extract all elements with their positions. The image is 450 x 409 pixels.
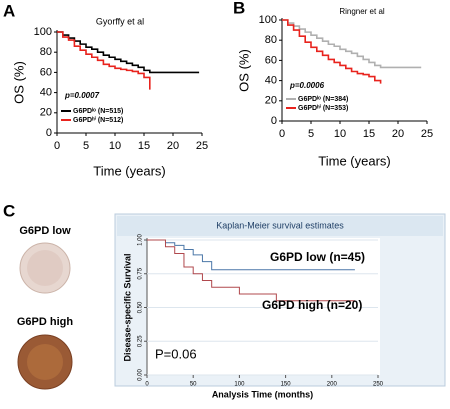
panel-label: C xyxy=(3,201,15,220)
y-tick-label: 80 xyxy=(265,34,277,46)
y-tick-label: 100 xyxy=(34,26,52,38)
x-tick-label: 0 xyxy=(54,140,60,152)
chart-title: Gyorffy et al xyxy=(96,16,144,26)
survival-curve xyxy=(57,31,200,74)
y-tick-label: 40 xyxy=(40,87,52,99)
survival-curve xyxy=(57,31,151,90)
y-tick-label: 0.50 xyxy=(138,301,144,313)
x-tick-label: 5 xyxy=(308,128,314,140)
survival-curve xyxy=(282,19,382,84)
panel-label: A xyxy=(3,1,15,20)
legend-label: G6PDʰⁱ (N=512) xyxy=(73,115,123,124)
panel-label: B xyxy=(233,0,245,17)
legend-label: G6PDʰⁱ (N=353) xyxy=(298,103,348,112)
x-tick-label: 20 xyxy=(392,128,404,140)
curve-label: G6PD high (n=20) xyxy=(262,298,362,312)
x-axis-label: Analysis Time (months) xyxy=(212,389,313,399)
p-value: p=0.0007 xyxy=(64,91,100,100)
y-tick-label: 0.75 xyxy=(138,267,144,279)
x-tick-label: 200 xyxy=(327,382,338,388)
legend-label: G6PDˡᵒ (N=384) xyxy=(298,96,348,103)
chart-title: Ringner et al xyxy=(339,7,385,16)
y-axis-label: OS (%) xyxy=(236,49,251,92)
x-tick-label: 10 xyxy=(334,128,346,140)
chart-title: Kaplan-Meier survival estimates xyxy=(216,220,344,230)
y-tick-label: 80 xyxy=(40,46,52,58)
y-tick-label: 60 xyxy=(265,54,277,66)
title-band xyxy=(117,216,443,236)
image-label: G6PD high xyxy=(17,316,74,328)
x-tick-label: 0 xyxy=(279,128,285,140)
y-tick-label: 0.00 xyxy=(138,369,144,381)
y-tick-label: 20 xyxy=(265,95,277,107)
y-tick-label: 60 xyxy=(40,66,52,78)
x-tick-label: 15 xyxy=(363,128,375,140)
p-value: P=0.06 xyxy=(155,346,197,361)
x-tick-label: 250 xyxy=(373,382,384,388)
survival-curve xyxy=(282,19,422,69)
x-tick-label: 150 xyxy=(281,382,292,388)
x-tick-label: 20 xyxy=(167,140,179,152)
survival-curve xyxy=(147,239,355,302)
plot-area xyxy=(147,238,380,375)
tissue-core xyxy=(27,344,63,380)
x-tick-label: 10 xyxy=(109,140,121,152)
y-axis-label: Disease-specific Survival xyxy=(122,253,132,361)
y-tick-label: 100 xyxy=(259,14,277,26)
p-value: p=0.0006 xyxy=(289,81,325,90)
x-tick-label: 5 xyxy=(83,140,89,152)
tissue-core xyxy=(27,250,63,286)
y-axis-label: OS (%) xyxy=(11,61,26,104)
y-tick-label: 1.00 xyxy=(138,234,144,246)
survival-curve xyxy=(147,239,355,271)
x-tick-label: 25 xyxy=(421,128,433,140)
x-tick-label: 50 xyxy=(190,382,197,388)
y-tick-label: 20 xyxy=(40,107,52,119)
y-tick-label: 40 xyxy=(265,75,277,87)
x-tick-label: 0 xyxy=(145,382,149,388)
x-axis-label: Time (years) xyxy=(93,163,165,178)
legend-label: G6PDˡᵒ (N=515) xyxy=(73,108,123,115)
x-axis-label: Time (years) xyxy=(318,153,390,168)
curve-label: G6PD low (n=45) xyxy=(270,250,365,264)
x-tick-label: 100 xyxy=(234,382,245,388)
image-label: G6PD low xyxy=(19,225,71,237)
y-tick-label: 0 xyxy=(271,115,277,127)
y-tick-label: 0 xyxy=(46,127,52,139)
y-tick-label: 0.25 xyxy=(138,335,144,347)
x-tick-label: 15 xyxy=(138,140,150,152)
x-tick-label: 25 xyxy=(196,140,208,152)
